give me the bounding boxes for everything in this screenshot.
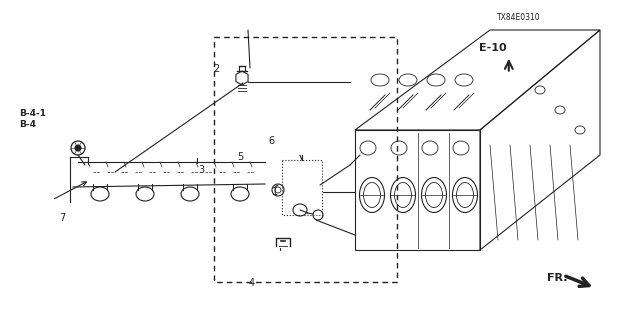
Text: 3: 3 [198,164,205,175]
Text: E-10: E-10 [479,43,507,53]
Bar [214,37,397,282]
Text: FR.: FR. [547,273,568,284]
Text: B-4: B-4 [19,120,36,129]
Text: 5: 5 [237,152,243,162]
Ellipse shape [75,145,81,151]
Text: 1: 1 [272,187,278,197]
Text: 7: 7 [59,212,65,223]
Text: 4: 4 [248,278,255,288]
Text: 2: 2 [213,64,220,74]
Text: 6: 6 [269,136,275,146]
Text: TX84E0310: TX84E0310 [497,13,541,22]
Bar [282,160,322,215]
Text: B-4-1: B-4-1 [19,109,46,118]
